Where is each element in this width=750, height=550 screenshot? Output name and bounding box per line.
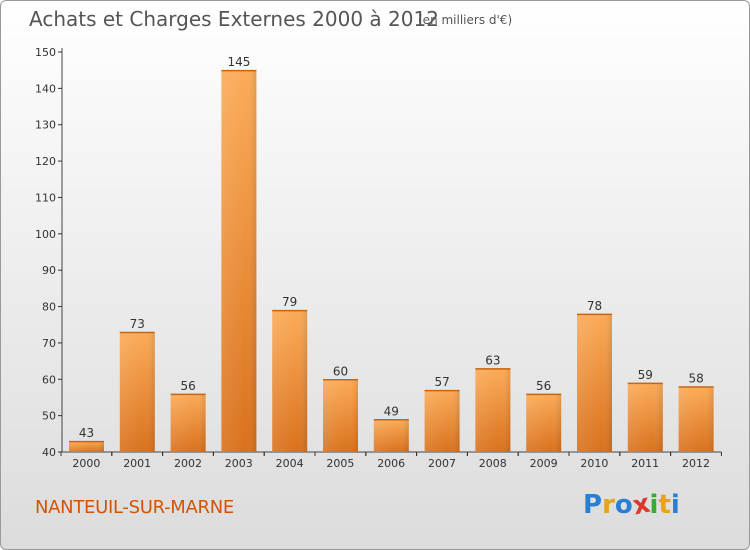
chart-title: Achats et Charges Externes 2000 à 2012 (29, 7, 439, 31)
bar-value-label: 56 (536, 379, 551, 393)
bar-shade (323, 379, 358, 452)
logo-letter: P (583, 490, 603, 520)
logo-letter: i (670, 490, 680, 520)
bar-value-label: 57 (434, 375, 449, 389)
data-labels: 43 73 56 145 79 60 49 57 63 56 78 59 58 (79, 55, 704, 440)
x-tick-label: 2006 (377, 457, 405, 470)
x-tick-label: 2005 (326, 457, 354, 470)
y-tick-label: 50 (42, 410, 56, 423)
y-tick-label: 60 (42, 373, 56, 386)
bar-shade (119, 332, 155, 452)
bar-shade (373, 419, 409, 452)
bar-shade (170, 393, 206, 452)
x-tick-label: 2008 (479, 457, 507, 470)
bar-value-label: 60 (333, 364, 348, 378)
proxiti-logo[interactable]: Proxiti (583, 489, 680, 522)
y-tick-label: 100 (35, 228, 56, 241)
y-tick-label: 120 (35, 155, 56, 168)
bar-shade (475, 368, 511, 452)
bar-shade (577, 313, 612, 452)
bar-value-label: 56 (180, 379, 195, 393)
x-tick-label: 2004 (276, 457, 304, 470)
y-tick-label: 110 (35, 191, 56, 204)
logo-letter: o (614, 490, 633, 520)
bar-value-label: 73 (130, 317, 145, 331)
bar-shade (69, 441, 104, 452)
y-tick-label: 150 (35, 46, 56, 59)
y-tick-label: 70 (42, 337, 56, 350)
y-tick-label: 80 (42, 301, 56, 314)
x-tick-label: 2010 (580, 457, 608, 470)
bar-value-label: 58 (688, 372, 703, 386)
x-tick-label: 2011 (631, 457, 659, 470)
bar-shade (221, 70, 257, 452)
y-tick-label: 40 (42, 446, 56, 459)
logo-letter: r (602, 490, 615, 520)
y-tick-label: 90 (42, 264, 56, 277)
bar-shade (526, 393, 562, 452)
bar-shade (424, 390, 460, 452)
x-tick-label: 2007 (428, 457, 456, 470)
bar-value-label: 59 (638, 368, 653, 382)
x-tick-label: 2012 (682, 457, 710, 470)
logo-letter: t (658, 490, 671, 520)
bar-shade (272, 310, 308, 452)
bar-value-label: 79 (282, 295, 297, 309)
y-axis: 40 50 60 70 80 90 100 110 120 130 140 150 (35, 46, 63, 459)
bar-shade (627, 382, 663, 452)
x-tick-label: 2001 (123, 457, 151, 470)
x-axis: 2000 2001 2002 2003 2004 2005 2006 2007 2008 2009… (60, 451, 722, 470)
x-tick-label: 2009 (530, 457, 558, 470)
y-tick-label: 140 (35, 82, 56, 95)
x-tick-label: 2002 (174, 457, 202, 470)
x-tick-label: 2003 (225, 457, 253, 470)
chart-unit-label: (en milliers d'€) (418, 13, 513, 27)
bar-value-label: 49 (384, 404, 399, 418)
x-tick-label: 2000 (72, 457, 100, 470)
logo-letter: i (649, 490, 659, 520)
bar-value-label: 145 (227, 55, 250, 69)
bar-value-label: 43 (79, 426, 94, 440)
bar-value-label: 78 (587, 299, 602, 313)
y-tick-label: 130 (35, 119, 56, 132)
bar-shade (678, 386, 714, 452)
city-name: NANTEUIL-SUR-MARNE (35, 497, 234, 518)
bars (69, 69, 714, 452)
bar-value-label: 63 (485, 353, 500, 367)
